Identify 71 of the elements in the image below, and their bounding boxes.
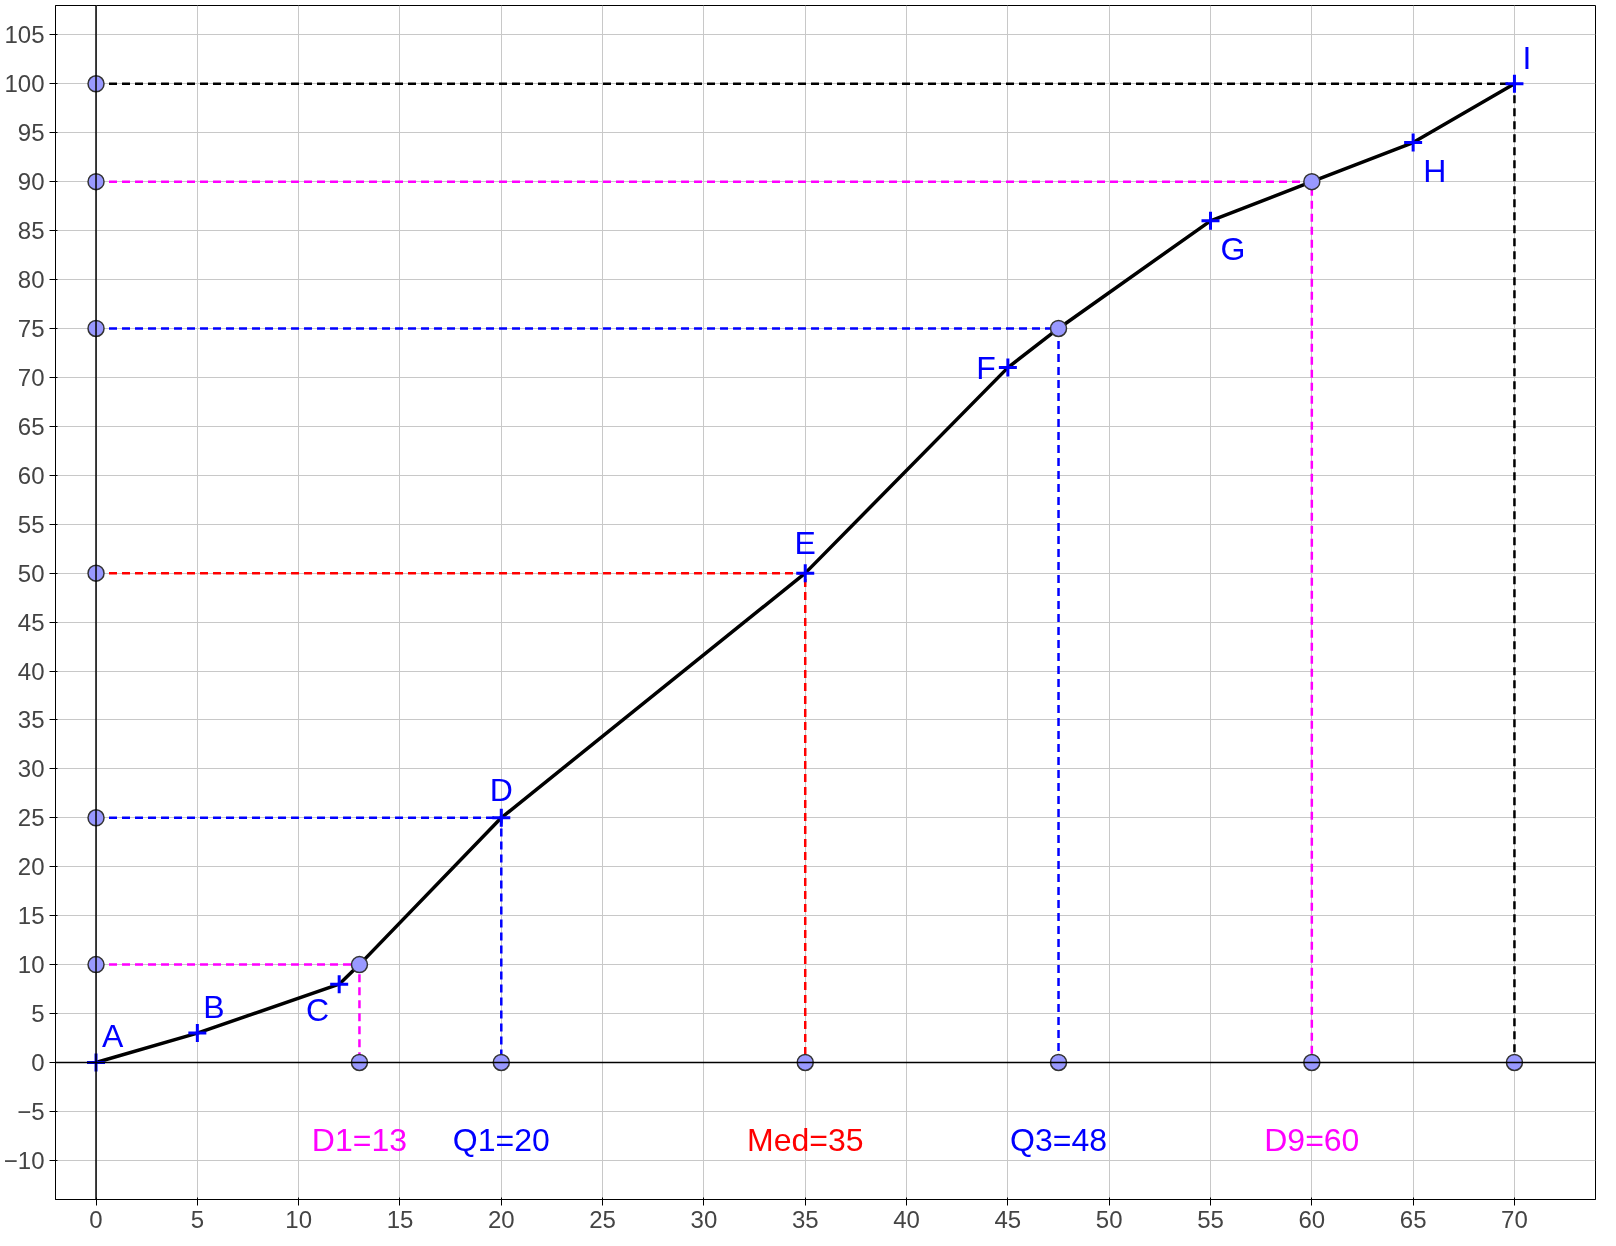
x-tick-label: 0 bbox=[89, 1205, 103, 1233]
point bbox=[85, 1051, 107, 1073]
point bbox=[328, 973, 350, 995]
data-label: I bbox=[1522, 39, 1532, 76]
point bbox=[1049, 319, 1068, 338]
data-label: D bbox=[489, 771, 513, 808]
x-tick-label: 60 bbox=[1298, 1205, 1326, 1233]
point bbox=[796, 1053, 814, 1072]
point bbox=[350, 955, 369, 974]
point bbox=[1303, 1053, 1321, 1072]
point bbox=[1402, 132, 1424, 154]
y-tick-label: 60 bbox=[17, 461, 45, 489]
y-tick-label: 70 bbox=[17, 363, 45, 391]
point bbox=[1049, 1053, 1068, 1072]
y-tick-label: 95 bbox=[17, 119, 45, 147]
y-tick-label: 65 bbox=[17, 412, 45, 440]
x-tick-label: 35 bbox=[791, 1205, 819, 1233]
x-tick-label: 30 bbox=[690, 1205, 718, 1233]
y-tick-label: 75 bbox=[17, 314, 45, 342]
y-tick-label: 0 bbox=[31, 1048, 45, 1076]
y-tick-label: −5 bbox=[17, 1097, 45, 1125]
y-tick-label: 25 bbox=[17, 804, 45, 832]
data-label: A bbox=[102, 1018, 125, 1055]
y-tick-label: 20 bbox=[17, 853, 45, 881]
x-tick-label: 5 bbox=[190, 1205, 205, 1233]
y-tick-label: 90 bbox=[17, 168, 45, 196]
x-tick-label: 45 bbox=[994, 1205, 1022, 1233]
point bbox=[492, 1053, 511, 1072]
x-tick-label: 40 bbox=[893, 1205, 920, 1233]
point bbox=[1303, 172, 1321, 191]
y-tick-label: −10 bbox=[3, 1146, 45, 1174]
point bbox=[794, 562, 816, 584]
data-label: H bbox=[1423, 152, 1447, 189]
data-label: B bbox=[203, 989, 225, 1026]
x-tick-label: 50 bbox=[1095, 1205, 1123, 1233]
x-tick-label: 15 bbox=[386, 1205, 414, 1233]
y-tick-label: 15 bbox=[17, 902, 45, 930]
point bbox=[490, 807, 512, 829]
text: Q1=20 bbox=[452, 1121, 550, 1158]
y-tick-label: 100 bbox=[4, 70, 45, 98]
point bbox=[1503, 73, 1525, 95]
y-tick-label: 55 bbox=[17, 510, 45, 538]
x-tick-label: 55 bbox=[1197, 1205, 1224, 1233]
y-tick-label: 35 bbox=[17, 706, 45, 734]
text: D1=13 bbox=[311, 1121, 408, 1158]
text: Q3=48 bbox=[1010, 1121, 1108, 1158]
y-tick-label: 50 bbox=[17, 559, 45, 587]
y-tick-label: 40 bbox=[17, 657, 45, 685]
y-tick-label: 85 bbox=[17, 217, 45, 245]
y-tick-label: 80 bbox=[17, 266, 45, 294]
point bbox=[186, 1022, 208, 1044]
y-tick-label: 5 bbox=[31, 1000, 45, 1028]
data-label: C bbox=[306, 992, 330, 1029]
text: Med=35 bbox=[746, 1121, 864, 1158]
point bbox=[350, 1053, 369, 1072]
point bbox=[997, 357, 1019, 379]
y-tick-label: 30 bbox=[17, 755, 45, 783]
x-tick-label: 65 bbox=[1399, 1205, 1427, 1233]
x-tick-label: 10 bbox=[285, 1205, 313, 1233]
y-tick-label: 45 bbox=[17, 608, 45, 636]
point bbox=[1200, 210, 1221, 232]
data-label: G bbox=[1220, 230, 1246, 267]
x-tick-label: 70 bbox=[1501, 1205, 1528, 1233]
data-label: E bbox=[794, 525, 816, 562]
y-tick-label: 105 bbox=[4, 21, 45, 49]
y-tick-label: 10 bbox=[17, 951, 45, 979]
point bbox=[1505, 1053, 1524, 1072]
data-label: F bbox=[976, 349, 996, 386]
text: D9=60 bbox=[1264, 1121, 1360, 1158]
x-tick-label: 20 bbox=[487, 1205, 515, 1233]
x-tick-label: 25 bbox=[589, 1205, 616, 1233]
